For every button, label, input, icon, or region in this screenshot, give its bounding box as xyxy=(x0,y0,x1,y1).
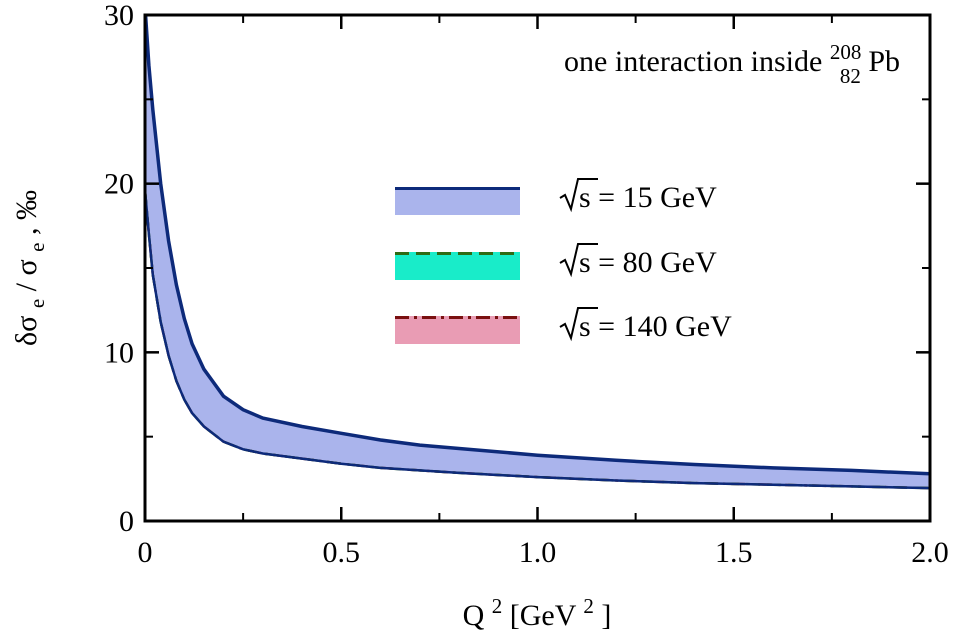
legend-swatch-2 xyxy=(395,252,520,280)
upper-curve-series-1-emph xyxy=(145,15,930,476)
legend: s = 15 GeV s = 80 GeV s = 140 GeV xyxy=(395,178,732,344)
x-axis-label-exp: 2 xyxy=(492,594,503,618)
band-series-2 xyxy=(145,15,930,489)
curves xyxy=(145,15,930,490)
x-tick-label: 1.5 xyxy=(715,536,753,569)
x-tick-label: 2.0 xyxy=(911,536,949,569)
y-tick-label: 0 xyxy=(119,505,134,538)
legend-swatch-3 xyxy=(395,316,520,344)
y-tick-label: 30 xyxy=(104,0,134,32)
band-series-1 xyxy=(145,15,930,489)
legend-label-1: s = 15 GeV xyxy=(579,181,717,214)
legend-sqrt-icon-3 xyxy=(559,307,598,342)
x-axis-label-unit-open: [GeV xyxy=(510,599,577,632)
band-series-3 xyxy=(145,15,930,489)
y-axis-label-slash: / σ xyxy=(10,259,43,291)
annotation-mass-number: 208 xyxy=(830,40,862,64)
legend-swatch-1 xyxy=(395,187,520,215)
y-axis-label-delta: δσ xyxy=(10,316,43,346)
x-axis-label-unit-close: ] xyxy=(601,599,611,632)
y-tick-label: 20 xyxy=(104,168,134,201)
legend-label-3: s = 140 GeV xyxy=(579,310,732,343)
legend-sqrt-icon-1 xyxy=(559,178,598,213)
ticks xyxy=(143,13,932,523)
annotation-atomic-number: 82 xyxy=(840,64,861,88)
y-axis-label: δσ e / σ e , ‰ xyxy=(10,190,51,346)
tick-labels: 0 0.5 1.0 1.5 2.0 0 10 20 30 xyxy=(104,0,949,569)
legend-sqrt-icon-2 xyxy=(559,243,598,278)
legend-label-2: s = 80 GeV xyxy=(579,246,717,279)
x-tick-label: 1.0 xyxy=(519,536,557,569)
bands xyxy=(145,15,930,489)
annotation-prefix: one interaction inside xyxy=(564,45,830,78)
x-axis-label-unit-exp: 2 xyxy=(583,594,594,618)
x-axis-label-base: Q xyxy=(463,599,485,632)
annotation-element: Pb xyxy=(868,45,900,78)
x-tick-label: 0 xyxy=(138,536,153,569)
y-axis-label-suffix: , ‰ xyxy=(10,190,43,235)
annotation: one interaction inside 208 82 Pb xyxy=(564,33,900,90)
lower-curve-series-1 xyxy=(145,190,930,490)
y-tick-label: 10 xyxy=(104,336,134,369)
x-tick-label: 0.5 xyxy=(323,536,361,569)
y-axis-label-sub2: e xyxy=(25,243,49,252)
y-axis-label-sub1: e xyxy=(25,299,49,308)
x-axis-label: Q 2 [GeV 2 ] xyxy=(463,587,612,632)
